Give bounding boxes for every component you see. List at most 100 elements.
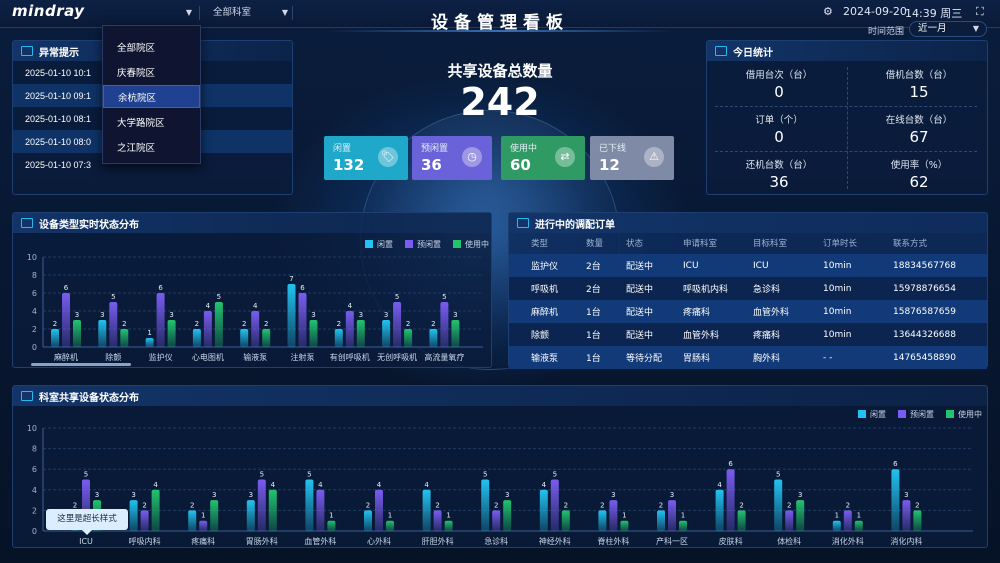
bar-pre-idle[interactable] [257, 479, 266, 532]
campus-option[interactable]: 余杭院区 [103, 85, 200, 108]
bar-pre-idle[interactable] [393, 302, 402, 347]
bar-pre-idle[interactable] [902, 500, 911, 531]
bar-pre-idle[interactable] [316, 489, 325, 531]
bar-pre-idle[interactable] [62, 293, 70, 347]
bar-in-use[interactable] [386, 520, 394, 531]
column-header: 目标科室 [753, 239, 788, 249]
order-row[interactable]: 除颤 1台 配送中 血管外科 疼痛科 10min 13644326688 [509, 323, 987, 346]
bar-pre-idle[interactable] [251, 311, 260, 347]
bar-in-use[interactable] [503, 500, 512, 531]
bar-pre-idle[interactable] [843, 510, 852, 531]
stat-item: 借机台数（台） 15 [849, 67, 989, 101]
bar-in-use[interactable] [151, 489, 160, 531]
status-card-3[interactable]: 已下线 12 ⚠ [590, 136, 674, 180]
bar-in-use[interactable] [679, 520, 687, 531]
bar-idle[interactable] [715, 489, 724, 531]
bar-pre-idle[interactable] [609, 500, 618, 531]
bar-in-use[interactable] [854, 520, 863, 531]
bar-pre-idle[interactable] [345, 311, 354, 347]
order-row[interactable]: 麻醉机 1台 配送中 疼痛科 血管外科 10min 15876587659 [509, 300, 987, 323]
bar-idle[interactable] [382, 320, 391, 347]
bar-in-use[interactable] [73, 320, 81, 347]
bar-idle[interactable] [305, 479, 314, 532]
bar-pre-idle[interactable] [203, 311, 212, 347]
bar-idle[interactable] [51, 329, 59, 347]
bar-idle[interactable] [188, 510, 197, 531]
bar-in-use[interactable] [268, 489, 277, 531]
bar-in-use[interactable] [620, 520, 629, 531]
panel-icon [21, 391, 33, 401]
bar-pre-idle[interactable] [668, 500, 676, 531]
bar-idle[interactable] [364, 510, 372, 531]
anomaly-row[interactable]: 2025-01-10 08:1 [13, 107, 292, 130]
bar-in-use[interactable] [561, 510, 570, 531]
bar-pre-idle[interactable] [298, 293, 307, 347]
bar-in-use[interactable] [796, 500, 805, 531]
bar-idle[interactable] [334, 329, 343, 347]
bar-in-use[interactable] [356, 320, 365, 347]
campus-select[interactable]: ▼ [110, 4, 195, 22]
bar-pre-idle[interactable] [156, 293, 165, 347]
settings-icon[interactable]: ⚙ [823, 5, 833, 18]
bar-in-use[interactable] [404, 329, 413, 347]
bar-in-use[interactable] [120, 329, 129, 347]
status-card-0[interactable]: 闲置 132 🏷 [324, 136, 408, 180]
bar-in-use[interactable] [451, 320, 460, 347]
bar-in-use[interactable] [737, 510, 746, 531]
panel-header: 今日统计 [707, 41, 987, 61]
bar-pre-idle[interactable] [375, 489, 383, 531]
bar-in-use[interactable] [214, 302, 223, 347]
bar-in-use[interactable] [444, 520, 453, 531]
time-range-select[interactable]: 近一月 ▼ [909, 21, 987, 37]
bar-pre-idle[interactable] [199, 520, 208, 531]
bar-idle[interactable] [145, 338, 154, 347]
order-row[interactable]: 呼吸机 2台 配送中 呼吸机内科 急诊科 10min 15978876654 [509, 277, 987, 300]
bar-pre-idle[interactable] [726, 469, 735, 531]
bar-idle[interactable] [192, 329, 201, 347]
bar-idle[interactable] [832, 520, 841, 531]
bar-in-use[interactable] [327, 520, 336, 531]
bar-in-use[interactable] [309, 320, 318, 347]
bar-idle[interactable] [598, 510, 607, 531]
status-card-1[interactable]: 预闲置 36 ◷ [412, 136, 492, 180]
data-label: 2 [73, 501, 77, 509]
bar-idle[interactable] [774, 479, 783, 532]
bar-idle[interactable] [429, 329, 438, 347]
status-card-label: 使用中 [510, 144, 538, 154]
chart-scrollbar[interactable] [31, 363, 131, 366]
campus-option[interactable]: 之江院区 [103, 135, 200, 158]
bar-idle[interactable] [891, 469, 900, 531]
anomaly-row[interactable]: 2025-01-10 10:1 [13, 61, 292, 84]
campus-option[interactable]: 全部院区 [103, 35, 200, 58]
order-row[interactable]: 监护仪 2台 配送中 ICU ICU 10min 18834567768 [509, 254, 987, 277]
order-row[interactable]: 输液泵 1台 等待分配 胃肠科 胸外科 - - 14765458890 [509, 346, 987, 369]
anomaly-row[interactable]: 2025-01-10 07:3 [13, 153, 292, 176]
bar-idle[interactable] [287, 284, 296, 347]
bar-idle[interactable] [539, 489, 548, 531]
bar-idle[interactable] [129, 500, 138, 531]
bar-idle[interactable] [657, 510, 665, 531]
bar-pre-idle[interactable] [433, 510, 442, 531]
bar-pre-idle[interactable] [550, 479, 559, 532]
bar-pre-idle[interactable] [492, 510, 501, 531]
bar-idle[interactable] [481, 479, 490, 532]
y-tick-label: 6 [32, 289, 37, 298]
status-card-2[interactable]: 使用中 60 ⇄ [501, 136, 585, 180]
bar-in-use[interactable] [210, 500, 219, 531]
bar-pre-idle[interactable] [785, 510, 794, 531]
bar-idle[interactable] [240, 329, 249, 347]
bar-in-use[interactable] [913, 510, 922, 531]
bar-idle[interactable] [98, 320, 107, 347]
department-select[interactable]: 全部科室 ▼ [205, 4, 293, 22]
bar-idle[interactable] [246, 500, 255, 531]
bar-pre-idle[interactable] [140, 510, 149, 531]
campus-option[interactable]: 庆春院区 [103, 60, 200, 83]
bar-idle[interactable] [422, 489, 431, 531]
bar-pre-idle[interactable] [109, 302, 118, 347]
bar-pre-idle[interactable] [440, 302, 449, 347]
bar-in-use[interactable] [262, 329, 271, 347]
fullscreen-icon[interactable]: ⛶ [976, 5, 984, 18]
campus-option[interactable]: 大学路院区 [103, 110, 200, 133]
orders-panel: 进行中的调配订单 类型 数量 状态 申请科室 目标科室 订单时长 联系方式 监护仪 2台 配送中 I… [508, 212, 988, 369]
bar-in-use[interactable] [167, 320, 176, 347]
